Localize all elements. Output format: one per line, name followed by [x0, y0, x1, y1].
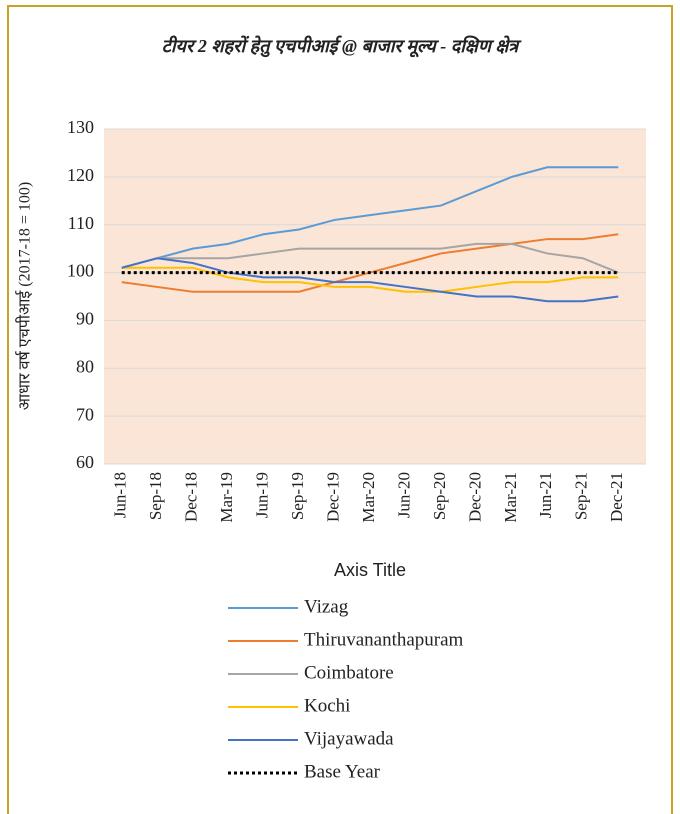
y-tick-label: 90: [76, 309, 94, 329]
y-tick-label: 130: [67, 117, 94, 137]
y-tick-label: 100: [67, 261, 94, 281]
series-line: [121, 257, 619, 303]
chart-title: टीयर 2 शहरों हेतु एचपीआई @ बाजार मूल्य -…: [162, 35, 522, 58]
x-tick-label: Sep-20: [430, 472, 449, 520]
legend-label: Base Year: [304, 761, 381, 782]
series-line: [121, 166, 619, 269]
y-tick-label: 60: [76, 452, 94, 472]
x-tick-label: Jun-18: [111, 472, 130, 518]
x-tick-label: Sep-19: [288, 472, 307, 520]
x-tick-label: Dec-19: [323, 472, 342, 522]
x-tick-label: Dec-18: [182, 472, 201, 522]
x-tick-label: Dec-21: [607, 472, 626, 522]
legend-label: Vizag: [304, 596, 349, 617]
x-tick-label: Mar-20: [359, 472, 378, 523]
x-tick-label: Sep-18: [146, 472, 165, 520]
y-tick-label: 80: [76, 356, 94, 376]
x-tick-label: Dec-20: [465, 472, 484, 522]
x-tick-label: Jun-21: [536, 472, 555, 518]
plot-area: [104, 129, 646, 464]
legend-label: Coimbatore: [304, 662, 394, 683]
series-line: [121, 266, 619, 293]
legend-label: Kochi: [304, 695, 350, 716]
y-tick-label: 70: [76, 404, 94, 424]
x-tick-label: Mar-19: [217, 472, 236, 523]
x-tick-label: Jun-20: [394, 472, 413, 518]
y-tick-label: 120: [67, 165, 94, 185]
legend-label: Thiruvananthapuram: [304, 629, 464, 650]
x-axis-title: Axis Title: [334, 560, 406, 580]
x-tick-label: Mar-21: [501, 472, 520, 523]
y-axis-title: आधार वर्ष एचपीआई (2017-18 = 100): [15, 182, 34, 410]
y-tick-label: 110: [68, 213, 94, 233]
x-tick-label: Jun-19: [253, 472, 272, 518]
x-tick-label: Sep-21: [572, 472, 591, 520]
series-line: [121, 242, 619, 274]
legend-label: Vijayawada: [304, 728, 394, 749]
